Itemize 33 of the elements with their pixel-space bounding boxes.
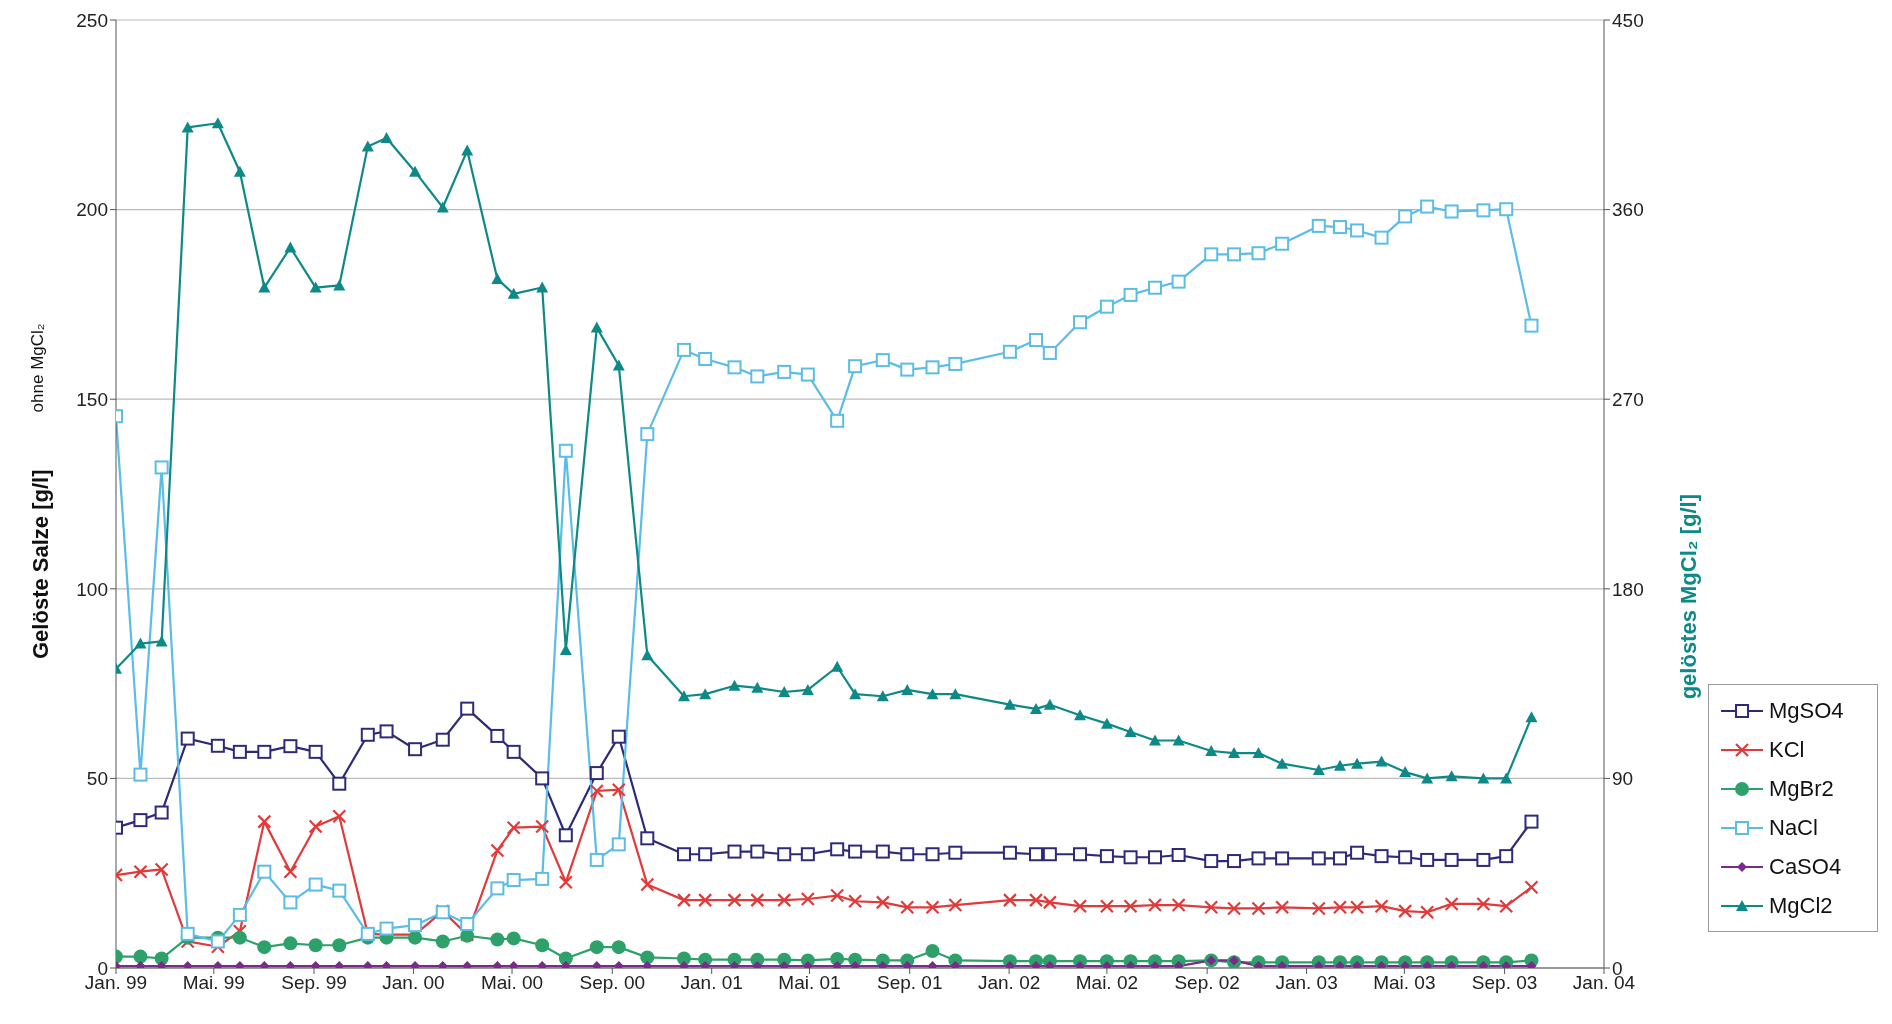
x-tick-label: Mai. 00 <box>480 972 544 994</box>
x-tick-label: Sep. 01 <box>876 972 943 994</box>
y2-tick-label: 90 <box>1612 768 1634 790</box>
x-tick-label: Jan. 02 <box>977 972 1041 994</box>
legend-label: CaSO4 <box>1769 853 1842 880</box>
x-tick-label: Sep. 02 <box>1174 972 1240 994</box>
x-tick-label: Mai. 02 <box>1075 972 1139 994</box>
y2-tick-label: 360 <box>1612 199 1644 221</box>
y-tick-label: 50 <box>86 768 108 790</box>
legend-label: MgSO4 <box>1769 697 1844 724</box>
legend-label: MgBr2 <box>1769 775 1834 802</box>
y-tick-label: 150 <box>76 388 108 410</box>
y-tick-label: 250 <box>76 9 108 31</box>
legend-label: MgCl2 <box>1769 892 1833 919</box>
x-tick-label: Jan. 01 <box>680 972 743 994</box>
y2-tick-label: 270 <box>1612 388 1644 410</box>
x-tick-label: Sep. 03 <box>1471 972 1538 994</box>
legend-label: NaCl <box>1769 814 1818 841</box>
y2-tick-label: 450 <box>1612 9 1644 31</box>
y2-axis-title: gelöstes MgCl₂ [g/l] <box>1675 494 1701 700</box>
legend-label: KCl <box>1769 736 1805 763</box>
x-tick-label: Mai. 01 <box>778 972 841 994</box>
x-tick-label: Sep. 99 <box>281 972 347 994</box>
y2-tick-label: 180 <box>1612 578 1644 600</box>
text: ohne MgCl₂ <box>28 322 48 415</box>
y-tick-label: 200 <box>76 199 108 221</box>
x-tick-label: Jan. 00 <box>382 972 445 994</box>
x-tick-label: Sep. 00 <box>579 972 646 994</box>
x-tick-label: Mai. 99 <box>182 972 245 994</box>
y-tick-label: 100 <box>76 578 108 600</box>
y-axis-title: Gelöste Salze [g/l] <box>27 469 53 659</box>
x-tick-label: Mai. 03 <box>1373 972 1436 994</box>
x-tick-label: Jan. 03 <box>1275 972 1338 994</box>
